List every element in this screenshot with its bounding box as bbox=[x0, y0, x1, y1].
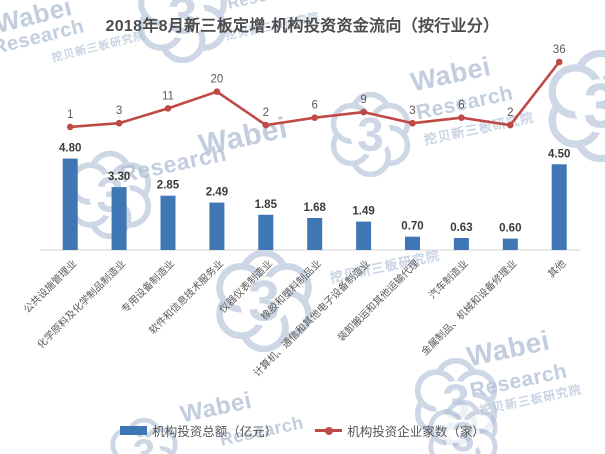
line-point bbox=[360, 108, 367, 116]
bar-value-label: 3.30 bbox=[108, 171, 130, 183]
category-label: 其他 bbox=[545, 257, 568, 280]
line-value-label: 1 bbox=[67, 109, 73, 121]
line-value-label: 3 bbox=[409, 105, 415, 117]
line-series-label: 机构投资企业家数（家） bbox=[347, 425, 485, 439]
line-point bbox=[213, 88, 221, 95]
bar bbox=[502, 238, 518, 250]
bar-value-label: 4.80 bbox=[59, 143, 81, 155]
line-value-label: 20 bbox=[211, 74, 224, 86]
legend-item-line-series: 机构投资企业家数（家） bbox=[315, 421, 485, 440]
category-label: 装卸搬运和其他运输代理 bbox=[335, 257, 422, 344]
line-point bbox=[311, 114, 319, 121]
bar bbox=[160, 195, 176, 250]
bar bbox=[209, 202, 225, 250]
bar bbox=[111, 187, 127, 250]
bar bbox=[258, 214, 274, 250]
category-label: 金属制品、机械和设备修理业 bbox=[418, 257, 519, 358]
line-point bbox=[555, 58, 563, 66]
bar-value-label: 0.60 bbox=[499, 223, 521, 235]
line-point bbox=[458, 114, 465, 121]
bar-value-label: 4.50 bbox=[548, 148, 570, 160]
bar bbox=[62, 158, 78, 250]
bar-value-label: 1.49 bbox=[352, 206, 374, 218]
line-value-label: 11 bbox=[162, 90, 174, 102]
line-value-label: 9 bbox=[360, 94, 366, 106]
chart-title: 2018年8月新三板定增-机构投资资金流向（按行业分） bbox=[105, 18, 500, 35]
legend-item-bar-series: 机构投资总额（亿元） bbox=[120, 421, 277, 440]
line-point bbox=[262, 121, 270, 129]
bar bbox=[551, 164, 567, 250]
line-point bbox=[115, 119, 123, 127]
category-label: 公共设施管理业 bbox=[21, 257, 80, 316]
line-point bbox=[66, 123, 74, 131]
line-value-label: 36 bbox=[553, 44, 566, 56]
bar-series-label: 机构投资总额（亿元） bbox=[152, 425, 278, 439]
bar bbox=[405, 236, 420, 250]
line-series-marker-icon bbox=[315, 426, 343, 435]
line-value-label: 6 bbox=[311, 100, 317, 112]
bar-value-label: 1.85 bbox=[255, 199, 278, 211]
bar-value-label: 0.70 bbox=[401, 221, 423, 233]
bar bbox=[356, 221, 372, 250]
line-value-label: 2 bbox=[263, 107, 269, 119]
bar-value-label: 0.63 bbox=[450, 222, 472, 234]
line-value-label: 3 bbox=[116, 105, 122, 117]
chart-legend: 机构投资总额（亿元） 机构投资企业家数（家） bbox=[0, 421, 605, 440]
line-point bbox=[507, 121, 514, 129]
bar-series-swatch-icon bbox=[120, 426, 148, 435]
category-label: 汽车制造业 bbox=[426, 257, 471, 302]
line-value-label: 2 bbox=[507, 107, 513, 119]
bar-value-label: 2.49 bbox=[206, 187, 228, 199]
bar-value-label: 2.85 bbox=[157, 180, 180, 192]
category-label: 化学原料及化学制品制造业 bbox=[34, 257, 128, 351]
bar-value-label: 1.68 bbox=[304, 202, 327, 214]
line-value-label: 6 bbox=[458, 100, 464, 112]
line-point bbox=[164, 105, 172, 112]
line-series-dot-icon bbox=[324, 426, 333, 435]
bar bbox=[307, 217, 323, 250]
line-point bbox=[409, 119, 416, 127]
bar bbox=[453, 237, 469, 250]
